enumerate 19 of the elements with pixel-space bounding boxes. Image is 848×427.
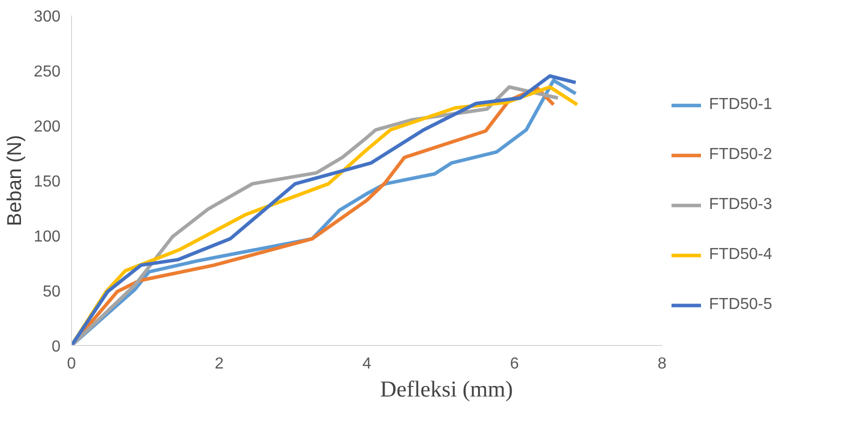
x-tick-label: 2 <box>214 356 224 372</box>
legend-label: FTD50-3 <box>709 196 774 214</box>
y-tick-label: 100 <box>34 228 61 246</box>
legend-label: FTD50-2 <box>709 146 774 164</box>
y-tick-label: 150 <box>34 174 61 190</box>
y-tick-label: 250 <box>34 64 61 80</box>
legend-label: FTD50-5 <box>709 296 774 314</box>
y-axis-title: Beban (N) <box>4 134 26 226</box>
y-tick-label: 0 <box>52 338 61 356</box>
legend-label: FTD50-4 <box>709 246 774 264</box>
x-axis-title: Defleksi (mm) <box>380 376 513 402</box>
y-tick-label: 300 <box>34 8 61 26</box>
legend-label: FTD50-1 <box>709 96 774 114</box>
y-tick-label: 50 <box>42 284 61 300</box>
x-tick-label: 8 <box>658 356 667 372</box>
x-tick-label: 0 <box>67 356 76 372</box>
x-tick-label: 4 <box>362 356 372 372</box>
x-tick-label: 6 <box>510 356 519 372</box>
y-tick-label: 200 <box>34 118 61 136</box>
